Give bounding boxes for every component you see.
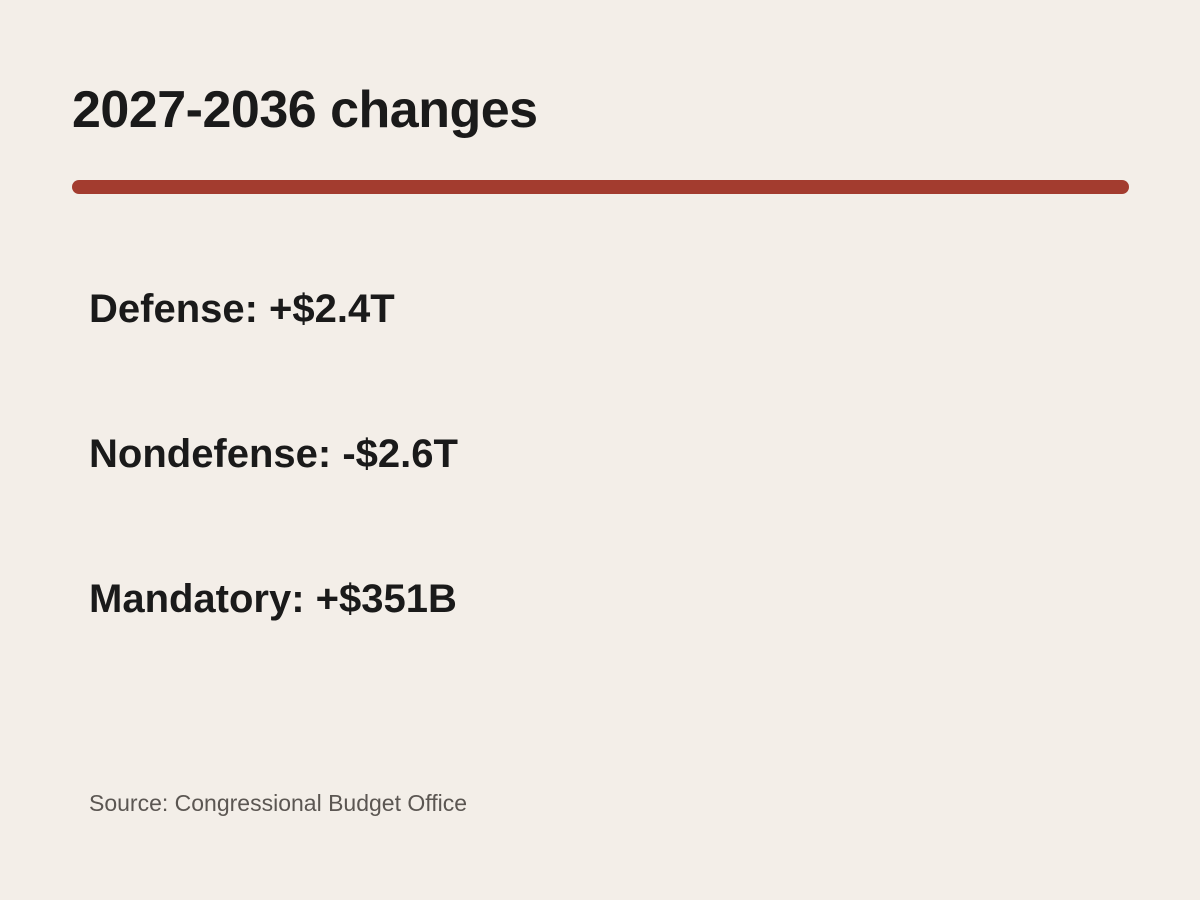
title-divider [72,180,1129,194]
change-item-defense: Defense: +$2.4T [89,287,395,331]
page-title: 2027-2036 changes [72,81,538,139]
change-item-mandatory: Mandatory: +$351B [89,577,457,621]
change-item-nondefense: Nondefense: -$2.6T [89,432,458,476]
source-note: Source: Congressional Budget Office [89,790,468,816]
